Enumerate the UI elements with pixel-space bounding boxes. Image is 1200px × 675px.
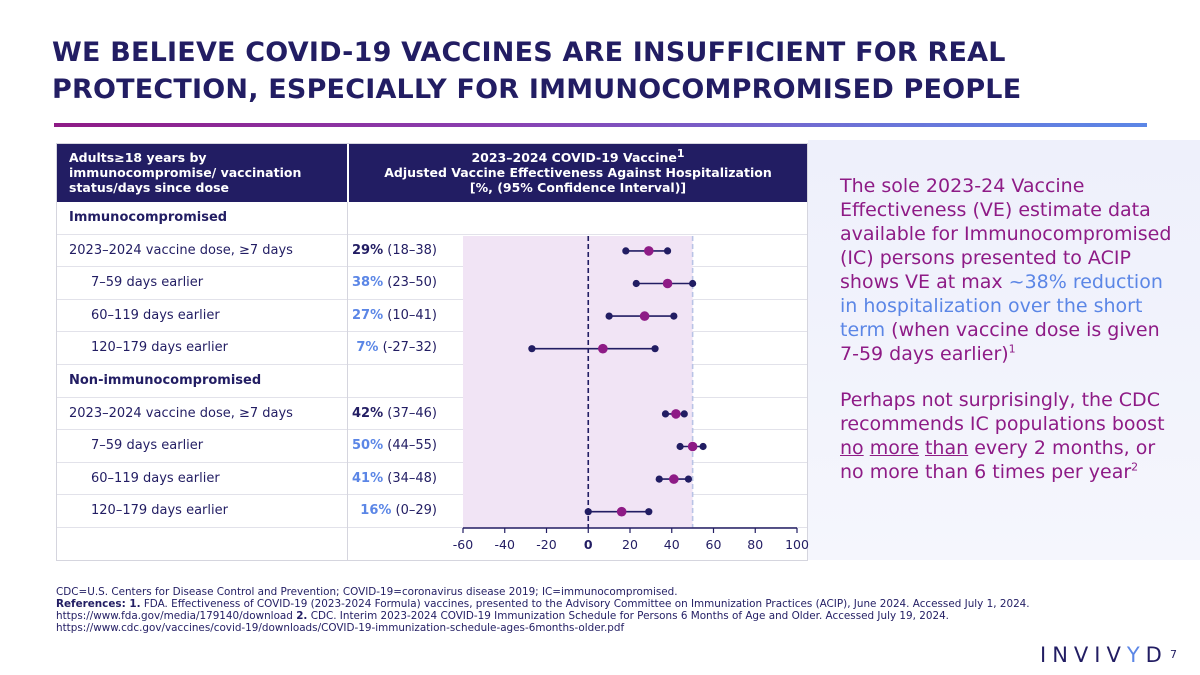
row-ve-value: 41% (34–48) — [347, 463, 437, 495]
ve-confidence-interval: (23–50) — [383, 275, 437, 291]
row-ve-value: 38% (23–50) — [347, 267, 437, 299]
panel-paragraph-1: The sole 2023-24 Vaccine Effectiveness (… — [840, 174, 1180, 366]
row-label: 7–59 days earlier — [91, 438, 204, 454]
table-row: Immunocompromised — [57, 202, 807, 235]
row-label: 2023–2024 vaccine dose, ≥7 days — [69, 405, 293, 421]
panel-p1-highlight: ~38% reduction in hospitalization over t… — [840, 271, 1163, 341]
table-row: 60–119 days earlier 27% (10–41) — [57, 300, 807, 333]
reference-2: CDC. Interim 2023-2024 COVID-19 Immuniza… — [307, 610, 949, 622]
reference-2-label: 2. — [296, 610, 308, 622]
panel-p2-underline-than: than — [924, 437, 969, 459]
table-row: 120–179 days earlier 16% (0–29) — [57, 495, 807, 528]
ve-table — [56, 143, 808, 561]
row-label: 7–59 days earlier — [91, 275, 204, 291]
ve-percent: 16% — [360, 503, 392, 519]
header-right-line2: Adjusted Vaccine Effectiveness Against H… — [384, 165, 772, 180]
reference-1-url[interactable]: https://www.fda.gov/media/179140/downloa… — [56, 610, 297, 622]
invivyd-logo: INVIVYD — [1040, 643, 1162, 667]
side-panel-background — [808, 140, 1200, 560]
table-row: 2023–2024 vaccine dose, ≥7 days 42% (37–4… — [57, 398, 807, 431]
ve-percent: 50% — [352, 438, 384, 454]
row-ve-value: 16% (0–29) — [347, 495, 437, 527]
ve-confidence-interval: (0–29) — [391, 503, 437, 519]
title-gradient-rule — [54, 123, 1147, 127]
table-row: 2023–2024 vaccine dose, ≥7 days 29% (18–3… — [57, 235, 807, 268]
panel-paragraph-2: Perhaps not surprisingly, the CDC recomm… — [840, 388, 1180, 484]
panel-p1-text-b: (when vaccine dose is given 7-59 days ea… — [840, 319, 1160, 365]
panel-p2-underline-no: no — [840, 437, 864, 459]
ve-percent: 38% — [352, 275, 384, 291]
table-column-divider — [347, 202, 348, 560]
row-ve-value: 42% (37–46) — [347, 398, 437, 430]
footnote-ref1-url-line: https://www.fda.gov/media/179140/downloa… — [56, 610, 1056, 622]
row-label: Non-immunocompromised — [69, 372, 262, 388]
table-body: Immunocompromised 2023–2024 vaccine dose,… — [57, 202, 807, 528]
footnote-references: References: 1. FDA. Effectiveness of COV… — [56, 598, 1056, 610]
ve-percent: 7% — [356, 340, 379, 356]
slide-title: WE BELIEVE COVID-19 VACCINES ARE INSUFFI… — [52, 37, 1022, 105]
reference-1: FDA. Effectiveness of COVID-19 (2023-202… — [140, 598, 1030, 610]
row-label: 2023–2024 vaccine dose, ≥7 days — [69, 242, 293, 258]
logo-text: INVIVYD — [1040, 643, 1168, 667]
table-header-right: 2023–2024 COVID-19 Vaccine1 Adjusted Vac… — [349, 144, 807, 202]
table-row: 7–59 days earlier 50% (44–55) — [57, 430, 807, 463]
footnote-abbreviations: CDC=U.S. Centers for Disease Control and… — [56, 586, 678, 598]
ve-confidence-interval: (34–48) — [383, 470, 437, 486]
references-label: References: 1. — [56, 598, 141, 610]
row-ve-value: 27% (10–41) — [347, 300, 437, 332]
footnotes: CDC=U.S. Centers for Disease Control and… — [56, 586, 1056, 634]
panel-p1-footnote-ref: 1 — [1008, 342, 1016, 356]
page-number: 7 — [1170, 648, 1177, 661]
row-ve-value: 29% (18–38) — [347, 235, 437, 267]
table-row: 60–119 days earlier 41% (34–48) — [57, 463, 807, 496]
panel-p2-text-b: every 2 months, or no more than 6 times … — [840, 437, 1156, 483]
table-header-divider — [347, 144, 349, 202]
ve-percent: 27% — [352, 307, 384, 323]
header-right-title: 2023–2024 COVID-19 Vaccine — [471, 150, 677, 165]
panel-p2-text-a: Perhaps not surprisingly, the CDC recomm… — [840, 389, 1165, 435]
table-row: 7–59 days earlier 38% (23–50) — [57, 267, 807, 300]
row-label: 120–179 days earlier — [91, 503, 228, 519]
row-ve-value: 7% (-27–32) — [347, 332, 437, 364]
row-ve-value: 50% (44–55) — [347, 430, 437, 462]
ve-percent: 42% — [352, 405, 384, 421]
row-label: Immunocompromised — [69, 210, 228, 225]
reference-2-url[interactable]: https://www.cdc.gov/vaccines/covid-19/do… — [56, 622, 625, 634]
panel-p2-underline-more: more — [869, 437, 919, 459]
ve-percent: 29% — [352, 242, 384, 258]
table-row: 120–179 days earlier 7% (-27–32) — [57, 332, 807, 365]
row-label: 60–119 days earlier — [91, 470, 220, 486]
header-right-footnote-ref: 1 — [676, 146, 685, 160]
ve-percent: 41% — [352, 470, 384, 486]
ve-confidence-interval: (18–38) — [383, 242, 437, 258]
panel-p2-footnote-ref: 2 — [1131, 460, 1139, 474]
ve-confidence-interval: (10–41) — [383, 307, 437, 323]
header-right-line1: 2023–2024 COVID-19 Vaccine1 — [357, 146, 799, 165]
ve-confidence-interval: (-27–32) — [378, 340, 437, 356]
side-panel-text: The sole 2023-24 Vaccine Effectiveness (… — [840, 174, 1180, 506]
ve-confidence-interval: (44–55) — [383, 438, 437, 454]
ve-confidence-interval: (37–46) — [383, 405, 437, 421]
header-right-line3: [%, (95% Confidence Interval)] — [469, 180, 687, 195]
row-label: 120–179 days earlier — [91, 340, 228, 356]
panel-p1-text-a: The sole 2023-24 Vaccine Effectiveness (… — [840, 175, 1172, 293]
row-label: 60–119 days earlier — [91, 307, 220, 323]
table-header-left: Adults≥18 years by immunocompromise/ vac… — [57, 144, 347, 202]
table-row: Non-immunocompromised — [57, 365, 807, 398]
